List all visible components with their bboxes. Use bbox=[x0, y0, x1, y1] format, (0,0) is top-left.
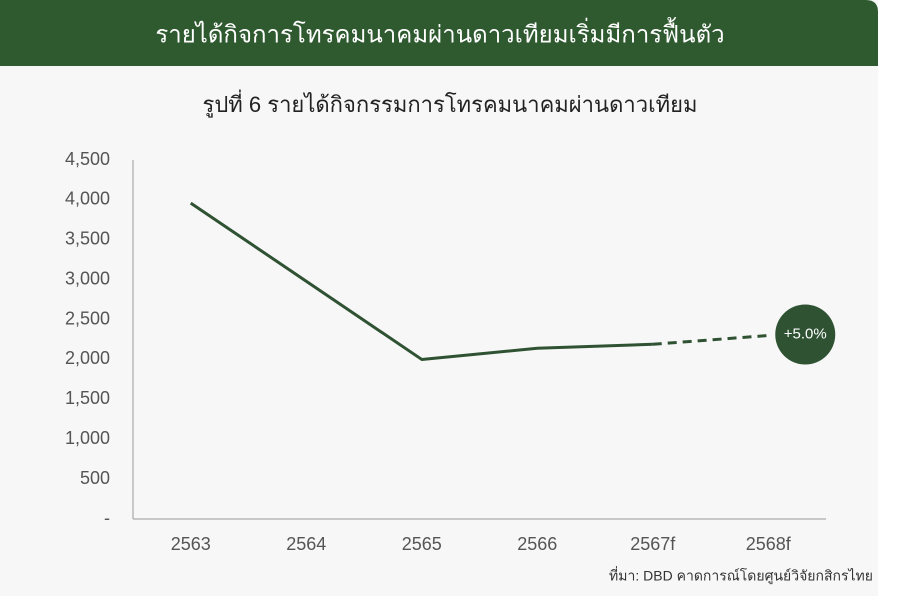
x-tick-label: 2566 bbox=[517, 534, 557, 554]
header-bar bbox=[0, 0, 878, 66]
y-tick-label: 2,500 bbox=[65, 308, 110, 328]
x-tick-label: 2567f bbox=[630, 534, 676, 554]
y-tick-label: 3,000 bbox=[65, 268, 110, 288]
background bbox=[0, 0, 878, 596]
y-tick-label: 4,500 bbox=[65, 149, 110, 169]
x-tick-label: 2568f bbox=[746, 534, 792, 554]
line-series bbox=[189, 201, 653, 361]
y-tick-label: 1,000 bbox=[65, 428, 110, 448]
x-tick-label: 2564 bbox=[286, 534, 326, 554]
header-title: รายได้กิจการโทรคมนาคมผ่านดาวเทียมเริ่มมี… bbox=[155, 16, 724, 48]
line-series bbox=[652, 334, 769, 346]
chart-title: รูปที่ 6 รายได้กิจกรรมการโทรคมนาคมผ่านดา… bbox=[203, 89, 698, 118]
annotation: +5.0% bbox=[784, 325, 827, 342]
y-tick-label: 2,000 bbox=[65, 348, 110, 368]
y-tick-label: 500 bbox=[80, 468, 110, 488]
y-tick-label: 4,000 bbox=[65, 189, 110, 209]
x-tick-label: 2563 bbox=[171, 534, 211, 554]
x-tick-label: 2565 bbox=[402, 534, 442, 554]
y-tick-label: 1,500 bbox=[65, 388, 110, 408]
source-note: ที่มา: DBD คาดการณ์โดยศูนย์วิจัยกสิกรไทย bbox=[609, 567, 873, 585]
annotation-bubble bbox=[775, 304, 836, 365]
y-tick-label: 3,500 bbox=[65, 229, 110, 249]
y-tick-label: - bbox=[104, 508, 110, 528]
